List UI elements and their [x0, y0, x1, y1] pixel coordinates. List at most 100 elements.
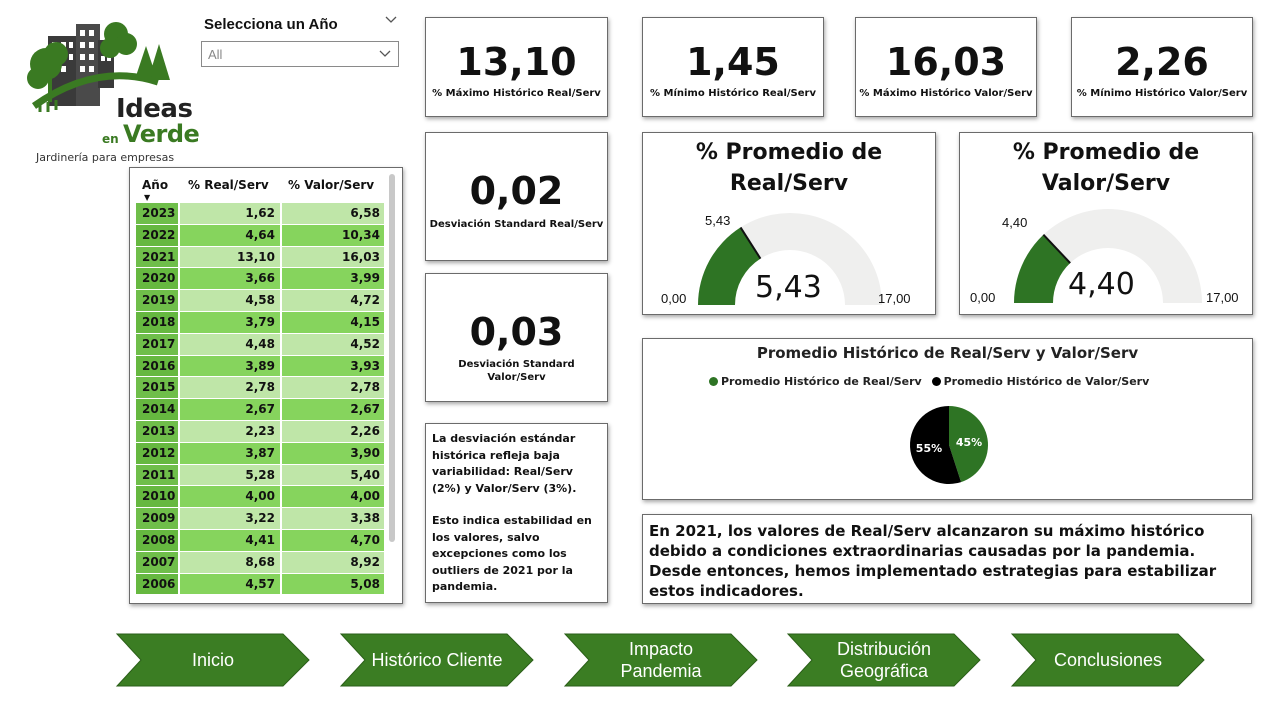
gauge-title-line-1: % Promedio de	[695, 140, 883, 165]
gauge-target-marker	[1042, 234, 1071, 264]
kpi-card-max-real: 13,10 % Máximo Histórico Real/Serv	[425, 17, 608, 117]
kpi-value: 2,26	[1115, 40, 1209, 84]
kpi-card-std-real: 0,02 Desviación Standard Real/Serv	[425, 132, 608, 261]
nav-button-impacto-pandemia[interactable]: Impacto Pandemia	[563, 632, 759, 688]
nav-arrow-shape	[563, 633, 758, 687]
nav-arrow-shape	[1010, 633, 1205, 687]
cell-real-serv: 3,22	[180, 508, 282, 530]
legend-entry-valor: Promedio Histórico de Valor/Serv	[943, 375, 1150, 388]
table-row[interactable]: 2019 4,58 4,72	[136, 290, 386, 312]
chevron-down-icon[interactable]	[384, 14, 398, 28]
table-row[interactable]: 2008 4,41 4,70	[136, 529, 386, 552]
kpi-label: % Máximo Histórico Real/Serv	[432, 88, 601, 99]
kpi-label: % Mínimo Histórico Valor/Serv	[1076, 88, 1248, 99]
cell-real-serv: 4,00	[180, 486, 282, 509]
table-row[interactable]: 2006 4,57 5,08	[136, 573, 386, 596]
year-slicer-value: All	[208, 47, 223, 62]
kpi-label: Desviación Standard Real/Serv	[429, 219, 604, 230]
gauge-min-label: 0,00	[661, 291, 687, 306]
table-row[interactable]: 2007 8,68 8,92	[136, 551, 386, 574]
table-scrollbar[interactable]	[389, 174, 395, 542]
nav-label: Distribución Geográfica	[836, 639, 932, 681]
pie-chart-card: Promedio Histórico de Real/Serv y Valor/…	[642, 338, 1253, 500]
cell-valor-serv: 4,70	[282, 529, 384, 552]
kpi-label: % Máximo Histórico Valor/Serv	[859, 88, 1033, 99]
table-row[interactable]: 2012 3,87 3,90	[136, 442, 386, 465]
kpi-label: % Mínimo Histórico Real/Serv	[650, 88, 816, 99]
table-row[interactable]: 2009 3,22 3,38	[136, 508, 386, 530]
cell-real-serv: 2,78	[180, 377, 282, 400]
nav-button-historico-cliente[interactable]: Histórico Cliente	[339, 632, 535, 688]
cell-year: 2007	[136, 551, 180, 574]
dropdown-arrow-icon[interactable]	[378, 44, 392, 66]
kpi-value: 0,02	[469, 169, 564, 213]
legend-dot-valor	[931, 377, 941, 386]
cell-valor-serv: 4,52	[282, 333, 384, 356]
gauge-title-line-2: Real/Serv	[729, 171, 849, 196]
cell-real-serv: 3,87	[180, 442, 282, 465]
cell-valor-serv: 5,08	[282, 573, 384, 596]
cell-valor-serv: 4,72	[282, 290, 384, 312]
cell-valor-serv: 5,40	[282, 464, 384, 487]
sort-descending-icon[interactable]: ▼	[144, 193, 151, 202]
cell-real-serv: 4,57	[180, 573, 282, 596]
kpi-value: 13,10	[456, 40, 577, 84]
gauge-min-label: 0,00	[970, 290, 996, 305]
pie-slice-0[interactable]	[949, 406, 988, 483]
table-body: 2023 1,62 6,58 2022 4,64 10,34 2021 13,10 16,03 2…	[136, 203, 386, 596]
nav-button-inicio[interactable]: Inicio	[115, 632, 311, 688]
table-row[interactable]: 2011 5,28 5,40	[136, 464, 386, 487]
cell-year: 2013	[136, 420, 180, 443]
cell-year: 2022	[136, 224, 180, 247]
cell-valor-serv: 4,00	[282, 486, 384, 509]
table-row[interactable]: 2020 3,66 3,99	[136, 268, 386, 291]
cell-valor-serv: 6,58	[282, 203, 384, 225]
nav-button-conclusiones[interactable]: Conclusiones	[1010, 632, 1206, 688]
nav-label: Inicio	[191, 650, 235, 670]
table-row[interactable]: 2014 2,67 2,67	[136, 399, 386, 421]
table-row[interactable]: 2016 3,89 3,93	[136, 355, 386, 378]
kpi-card-min-real: 1,45 % Mínimo Histórico Real/Serv	[642, 17, 824, 117]
cell-year: 2011	[136, 464, 180, 487]
column-header-real-serv[interactable]: % Real/Serv	[188, 178, 269, 192]
nav-button-distribucion-geografica[interactable]: Distribución Geográfica	[786, 632, 982, 688]
gauge-value: 5,43	[755, 270, 822, 305]
cell-year: 2009	[136, 508, 180, 530]
gauge-card-valor-serv: % Promedio de Valor/Serv 4,40 4,40 0,00 …	[959, 132, 1253, 315]
cell-real-serv: 3,89	[180, 355, 282, 378]
cell-real-serv: 4,41	[180, 529, 282, 552]
kpi-value: 16,03	[885, 40, 1007, 84]
gauge-fill	[1014, 234, 1071, 303]
company-logo: Ideas en Verde Jardinería para empresas	[26, 16, 200, 164]
gauge-card-real-serv: % Promedio de Real/Serv 5,43 5,43 0,00 1…	[642, 132, 936, 315]
cell-real-serv: 3,66	[180, 268, 282, 291]
table-row[interactable]: 2010 4,00 4,00	[136, 486, 386, 509]
table-row[interactable]: 2018 3,79 4,15	[136, 311, 386, 334]
table-row[interactable]: 2017 4,48 4,52	[136, 333, 386, 356]
column-header-year[interactable]: Año	[142, 178, 169, 192]
note-paragraph-2: Esto indica estabilidad en los valores, …	[432, 514, 592, 593]
year-table[interactable]: Año ▼ % Real/Serv % Valor/Serv 2023 1,62 6…	[129, 167, 403, 604]
cell-year: 2014	[136, 399, 180, 421]
cell-real-serv: 1,62	[180, 203, 282, 225]
pie-slice-1[interactable]	[910, 406, 962, 484]
cell-year: 2008	[136, 529, 180, 552]
table-row[interactable]: 2021 13,10 16,03	[136, 246, 386, 269]
cell-year: 2010	[136, 486, 180, 509]
kpi-value: 1,45	[686, 40, 780, 84]
table-row[interactable]: 2015 2,78 2,78	[136, 377, 386, 400]
cell-year: 2019	[136, 290, 180, 312]
gauge-track	[1014, 209, 1202, 303]
nav-label: Conclusiones	[1053, 650, 1163, 670]
year-slicer-dropdown[interactable]: All	[201, 41, 399, 67]
table-row[interactable]: 2013 2,23 2,26	[136, 420, 386, 443]
column-header-valor-serv[interactable]: % Valor/Serv	[288, 178, 375, 192]
cell-real-serv: 4,58	[180, 290, 282, 312]
nav-arrow-shape	[786, 633, 981, 687]
table-row[interactable]: 2022 4,64 10,34	[136, 224, 386, 247]
pie-slice-label-0: 45%	[956, 436, 982, 449]
chart-title: Promedio Histórico de Real/Serv y Valor/…	[756, 344, 1139, 362]
pie-chart: 45% 55%	[910, 406, 988, 484]
table-row[interactable]: 2023 1,62 6,58	[136, 203, 386, 225]
cell-valor-serv: 3,99	[282, 268, 384, 291]
